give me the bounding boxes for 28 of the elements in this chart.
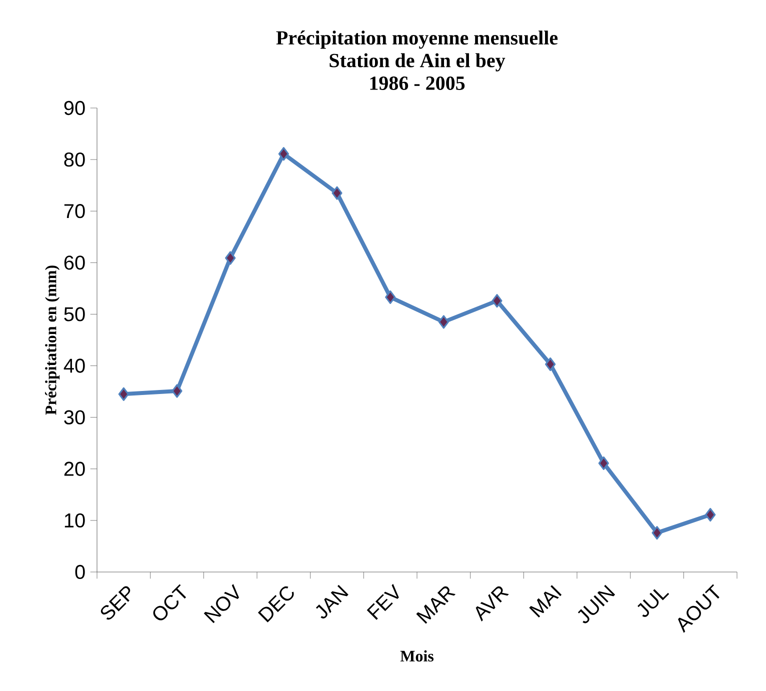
- x-tick-label: JAN: [316, 584, 348, 618]
- y-tick-label: 90: [64, 100, 85, 116]
- point: [225, 251, 236, 265]
- y-tick-label: 70: [64, 204, 85, 218]
- point: [652, 526, 662, 540]
- point: [172, 384, 182, 398]
- point: [332, 186, 342, 200]
- point: [492, 294, 502, 308]
- y-tick-label: 20: [64, 462, 85, 476]
- y-axis-title: Précipitation en (mm): [45, 266, 60, 415]
- y-tick-label: 60: [64, 256, 85, 270]
- y-tick-label: 0: [75, 564, 85, 580]
- point: [118, 387, 129, 401]
- chart-title: Précipitation moyenne mensuelle Station de Ain el bey 1986 - 2005: [276, 30, 558, 90]
- point: [545, 357, 556, 372]
- y-tick-label: 80: [64, 152, 85, 167]
- x-tick-label: MAI: [529, 585, 562, 618]
- y-tick-label: 30: [64, 410, 85, 424]
- point: [385, 290, 396, 304]
- y-tick-label: 10: [64, 513, 85, 528]
- point: [705, 508, 716, 522]
- point: [278, 147, 289, 161]
- x-axis-title: Mois: [400, 650, 434, 662]
- y-tick-label: 40: [64, 358, 85, 373]
- x-tick-label: JUL: [638, 589, 670, 617]
- point: [438, 315, 449, 329]
- point: [598, 456, 609, 470]
- y-tick-label: 50: [64, 307, 85, 322]
